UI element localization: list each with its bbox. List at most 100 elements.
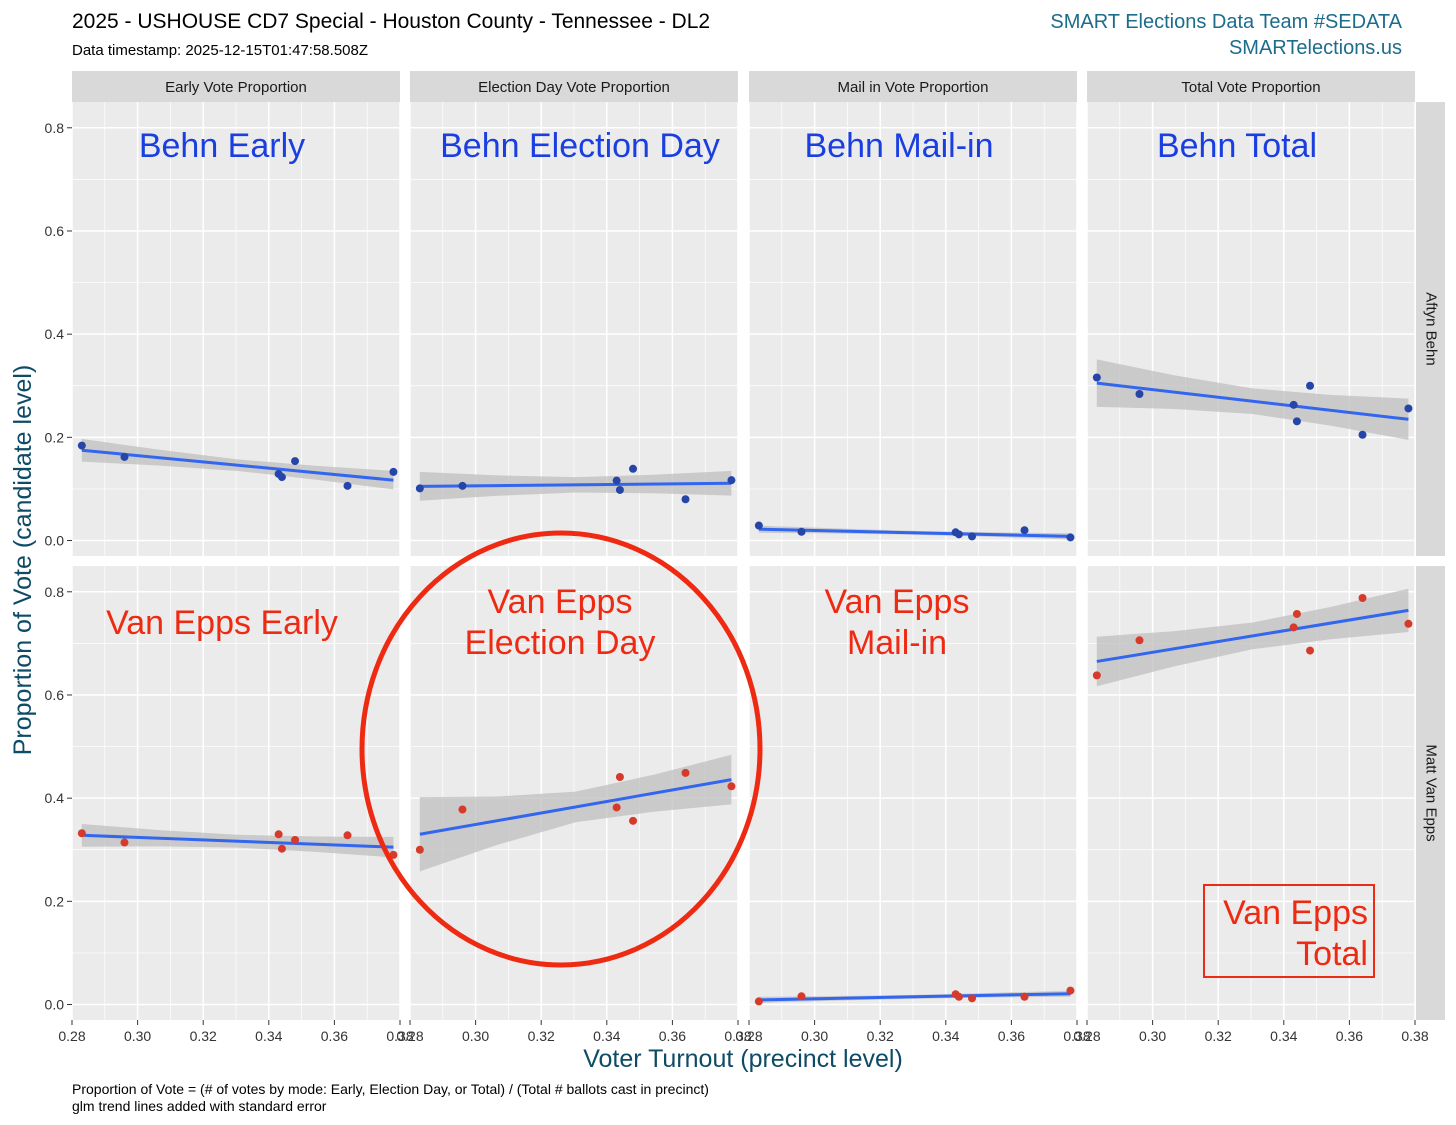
footer-note-1: Proportion of Vote = (# of votes by mode… — [72, 1081, 709, 1097]
series-behn-0-2 — [754, 521, 1075, 542]
confidence-ribbon — [1096, 359, 1409, 440]
x-tick-label: 0.34 — [1270, 1028, 1297, 1044]
x-tick-label: 0.38 — [1401, 1028, 1428, 1044]
trend-line — [419, 481, 732, 488]
trend-line — [81, 448, 394, 482]
y-tick-label: 0.0 — [45, 997, 65, 1013]
x-tick-label: 0.30 — [462, 1028, 489, 1044]
data-point — [1292, 609, 1301, 618]
data-point — [612, 803, 621, 812]
data-point — [458, 805, 467, 814]
x-tick-label: 0.32 — [867, 1028, 894, 1044]
data-point — [727, 476, 736, 485]
data-point — [1292, 417, 1301, 426]
data-point — [797, 527, 806, 536]
facet-strip-label: Total Vote Proportion — [1181, 79, 1320, 96]
data-point — [291, 835, 300, 844]
data-point — [343, 481, 352, 490]
data-point — [954, 530, 963, 539]
data-point — [1135, 636, 1144, 645]
x-tick-label: 0.36 — [321, 1028, 348, 1044]
data-point — [1020, 526, 1029, 535]
x-tick-label: 0.28 — [1073, 1028, 1100, 1044]
series-behn-0-3 — [1092, 359, 1413, 440]
panel-label-line: Behn Early — [139, 127, 305, 165]
facet-strip-label: Aftyn Behn — [1423, 292, 1440, 365]
chart-title: 2025 - USHOUSE CD7 Special - Houston Cou… — [72, 10, 710, 33]
panel-label-line: Van Epps — [1223, 894, 1368, 932]
data-point — [1066, 986, 1075, 995]
highlight-box — [1203, 884, 1375, 978]
data-point — [954, 992, 963, 1001]
data-point — [120, 838, 129, 847]
data-point — [1306, 646, 1315, 655]
x-tick-label: 0.36 — [1336, 1028, 1363, 1044]
series-vanepps-1-2 — [754, 986, 1075, 1006]
x-tick-label: 0.30 — [124, 1028, 151, 1044]
x-tick-label: 0.30 — [1139, 1028, 1166, 1044]
data-point — [968, 994, 977, 1003]
data-point — [968, 532, 977, 541]
trend-line — [419, 778, 732, 836]
y-tick-label: 0.0 — [45, 533, 65, 549]
data-point — [1404, 619, 1413, 628]
data-point — [754, 997, 763, 1006]
trend-line — [1096, 381, 1409, 421]
series-behn-0-1 — [415, 464, 736, 504]
data-point — [615, 773, 624, 782]
annotation-overlays: Behn Early Behn Election Day Behn Mail-in B… — [106, 127, 1375, 978]
x-tick-label: 0.34 — [255, 1028, 282, 1044]
data-point — [1358, 593, 1367, 602]
panel-label: Behn Total — [1157, 127, 1317, 165]
x-tick-label: 0.28 — [396, 1028, 423, 1044]
panel-label-line: Behn Total — [1157, 127, 1317, 165]
data-point — [458, 481, 467, 490]
facet-strip-column — [410, 71, 738, 102]
data-point — [277, 473, 286, 482]
axes: 0.0 0.2 0.4 0.6 0.8 0.0 0.2 0.4 0.6 0.8 0.28 0.30 0.… — [45, 120, 1429, 1044]
panel-label-line: Election Day — [465, 624, 656, 662]
x-tick-label: 0.32 — [528, 1028, 555, 1044]
facet-strip-column — [749, 71, 1077, 102]
data-point — [415, 845, 424, 854]
panel-label-line: Behn Mail-in — [805, 127, 994, 165]
data-point — [274, 830, 283, 839]
footer-note-2: glm trend lines added with standard erro… — [72, 1098, 327, 1114]
data-point — [120, 452, 129, 461]
facet-strip-label: Election Day Vote Proportion — [478, 79, 670, 96]
data-point — [1289, 623, 1298, 632]
facet-strip-row — [1416, 566, 1445, 1020]
y-tick-label: 0.6 — [45, 223, 65, 239]
confidence-ribbon — [419, 754, 732, 872]
data-point — [389, 850, 398, 859]
data-timestamp: Data timestamp: 2025-12-15T01:47:58.508Z — [72, 42, 368, 59]
data-point — [1358, 430, 1367, 439]
panel-label: Van Epps Mail-in — [825, 583, 970, 662]
data-point — [612, 476, 621, 485]
series-vanepps-1-3 — [1092, 588, 1413, 687]
data-point — [1066, 533, 1075, 542]
panel-label: Van Epps Election Day — [465, 583, 656, 662]
y-tick-label: 0.4 — [45, 790, 65, 806]
y-tick-label: 0.2 — [45, 893, 65, 909]
y-tick-label: 0.8 — [45, 584, 65, 600]
data-point — [1020, 992, 1029, 1001]
panel-label-line: Mail-in — [847, 624, 947, 662]
brand-line-2: SMARTelections.us — [1229, 37, 1402, 59]
x-tick-label: 0.36 — [998, 1028, 1025, 1044]
x-tick-label: 0.38 — [386, 1028, 413, 1044]
data-point — [797, 992, 806, 1001]
data-point — [415, 484, 424, 493]
data-point — [615, 485, 624, 494]
series-behn-0-0 — [77, 438, 398, 490]
data-point — [389, 467, 398, 476]
data-point — [1306, 381, 1315, 390]
brand-line-1: SMART Elections Data Team #SEDATA — [1050, 11, 1402, 33]
data-point — [343, 831, 352, 840]
facet-strip-column — [72, 71, 400, 102]
x-tick-label: 0.36 — [659, 1028, 686, 1044]
panel-0-3 — [1086, 102, 1416, 556]
x-tick-label: 0.28 — [735, 1028, 762, 1044]
panel-label: Behn Mail-in — [805, 127, 994, 165]
